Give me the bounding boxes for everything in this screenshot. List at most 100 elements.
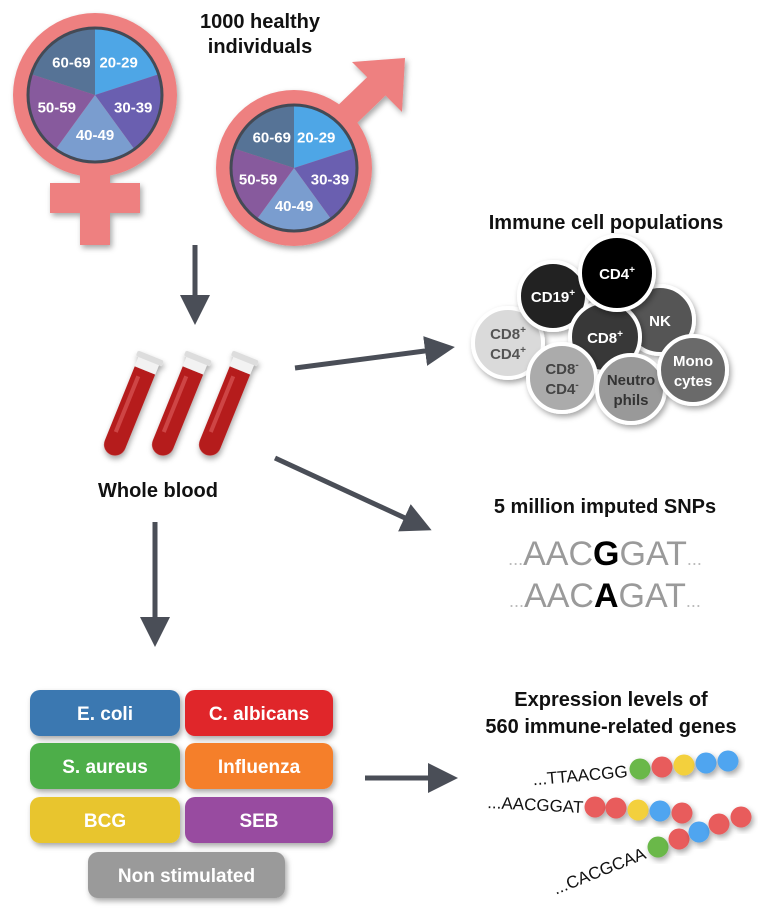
immune-cell-cluster: CD8+ CD4+ CD19+ NK CD8+ CD4+ CD8- CD4- Neutro phi…	[471, 234, 729, 425]
stimulus-s-aureus: S. aureus	[30, 743, 180, 789]
cell-label: CD8+	[587, 329, 623, 347]
stimuli-grid: E. coli C. albicans S. aureus Influenza BCG S…	[30, 690, 333, 898]
stimulus-box	[185, 743, 333, 789]
expression-bead-blue	[717, 750, 739, 772]
pie-label: 30-39	[114, 99, 152, 116]
tube-top	[229, 355, 255, 375]
snp-suffix: ...	[687, 549, 702, 569]
tube-rim	[231, 350, 259, 366]
cell-label: CD4+	[599, 265, 635, 283]
pie-slice-40-49	[55, 95, 135, 162]
stimulus-label: BCG	[84, 811, 126, 832]
cell-label: CD4-	[545, 380, 578, 398]
stimulus-label: E. coli	[77, 704, 133, 725]
gene-row: ...TTAACGG	[532, 750, 739, 789]
snp-left: AAC	[524, 577, 594, 615]
tube-top	[182, 355, 208, 375]
whole-blood-label: Whole blood	[98, 480, 218, 502]
blood-tube	[104, 350, 164, 456]
expression-bead-red	[584, 796, 606, 818]
expression-bead-red	[605, 797, 627, 819]
cell-circle	[657, 334, 729, 406]
immune-cell-cd8+cd4: CD8+ CD4+	[471, 306, 545, 380]
cohort-title-line1: 1000 healthy	[200, 11, 321, 33]
male-age-pie: 20-29 30-39 40-49 50-59 60-69	[229, 103, 359, 233]
pie-slice-20-29	[95, 28, 159, 95]
expression-bead-red	[668, 828, 690, 850]
cell-label: CD8+	[490, 325, 526, 343]
immune-cells-title: Immune cell populations	[489, 212, 723, 234]
cell-label: phils	[613, 392, 648, 409]
stimulus-box	[30, 797, 180, 843]
tube-top	[134, 355, 160, 375]
pie-slice-30-39	[294, 148, 357, 219]
tube-highlight	[161, 375, 189, 433]
cell-circle	[471, 306, 545, 380]
stimulus-label: Non stimulated	[118, 866, 255, 887]
expression-bead-red	[671, 802, 693, 824]
immune-cell-monocytes: Mono cytes	[657, 334, 729, 406]
expression-bead-blue	[695, 752, 717, 774]
stimulus-box	[88, 852, 285, 898]
expression-bead-yellow	[673, 754, 695, 776]
blood-tube	[152, 350, 212, 456]
snp-left: AAC	[523, 535, 593, 573]
pie-slice-60-69	[31, 28, 95, 95]
pie-slice-30-39	[95, 74, 162, 150]
cell-circle	[595, 353, 667, 425]
stimulus-label: S. aureus	[62, 757, 148, 778]
snp-suffix: ...	[686, 591, 701, 611]
pie-slice-20-29	[294, 105, 354, 168]
expression-bead-blue	[688, 821, 710, 843]
pie-label: 60-69	[52, 54, 90, 71]
snp-variant-base: A	[594, 577, 619, 615]
pie-label: 30-39	[311, 172, 349, 189]
expression-bead-red	[730, 806, 752, 828]
pie-slice-40-49	[256, 168, 332, 232]
arrow-blood-to-snps	[273, 455, 432, 532]
expression-bead-blue	[649, 800, 671, 822]
pie-label: 20-29	[297, 129, 335, 146]
stimulus-e-coli: E. coli	[30, 690, 180, 736]
expression-bead-green	[629, 758, 651, 780]
tube-highlight	[113, 375, 141, 433]
immune-cell-cd4+: CD4+	[578, 234, 656, 312]
gene-sequence: ...TTAACGG	[532, 762, 628, 789]
blood-tubes-icon	[104, 350, 259, 456]
pie-border	[229, 103, 359, 233]
pie-label: 40-49	[76, 127, 114, 144]
pie-label: 60-69	[253, 129, 291, 146]
gene-row: ...CACGCAA	[550, 806, 752, 899]
cell-label: cytes	[674, 373, 712, 390]
gene-row: ...AACGGAT	[487, 793, 693, 824]
stimulus-bcg: BCG	[30, 797, 180, 843]
pie-label: 50-59	[239, 172, 277, 189]
arrow-blood-to-cells	[294, 336, 455, 371]
pie-border	[26, 26, 164, 164]
cell-label: CD4+	[490, 345, 526, 363]
stimulus-box	[30, 690, 180, 736]
cell-label: Mono	[673, 353, 713, 370]
tube-rim	[184, 350, 212, 366]
immune-cell-cd19+: CD19+	[517, 260, 589, 332]
immune-cell-cd8-cd4: CD8- CD4-	[526, 342, 598, 414]
snp-right: GAT	[620, 535, 687, 573]
cell-label: CD8-	[545, 360, 578, 378]
gene-sequence: ...AACGGAT	[487, 793, 584, 817]
stimulus-label: Influenza	[218, 757, 301, 778]
cell-label: NK	[649, 313, 671, 330]
cell-circle	[526, 342, 598, 414]
pie-label: 40-49	[275, 198, 313, 215]
stimulus-label: SEB	[239, 811, 278, 832]
pie-slice-50-59	[28, 74, 96, 150]
cell-circle	[578, 234, 656, 312]
gene-expression-beads: ...TTAACGG ...AACGGAT ...CACGCAA	[487, 750, 752, 899]
stimulus-c-albicans: C. albicans	[185, 690, 333, 736]
immune-cell-neutrophils: Neutro phils	[595, 353, 667, 425]
snp-sequences: ...AACGGAT......AACAGAT...	[508, 535, 702, 615]
pie-slice-50-59	[231, 148, 294, 219]
expression-bead-green	[647, 836, 669, 858]
expression-bead-yellow	[627, 799, 649, 821]
immune-cell-nk: NK	[624, 284, 696, 356]
snp-prefix: ...	[508, 549, 523, 569]
